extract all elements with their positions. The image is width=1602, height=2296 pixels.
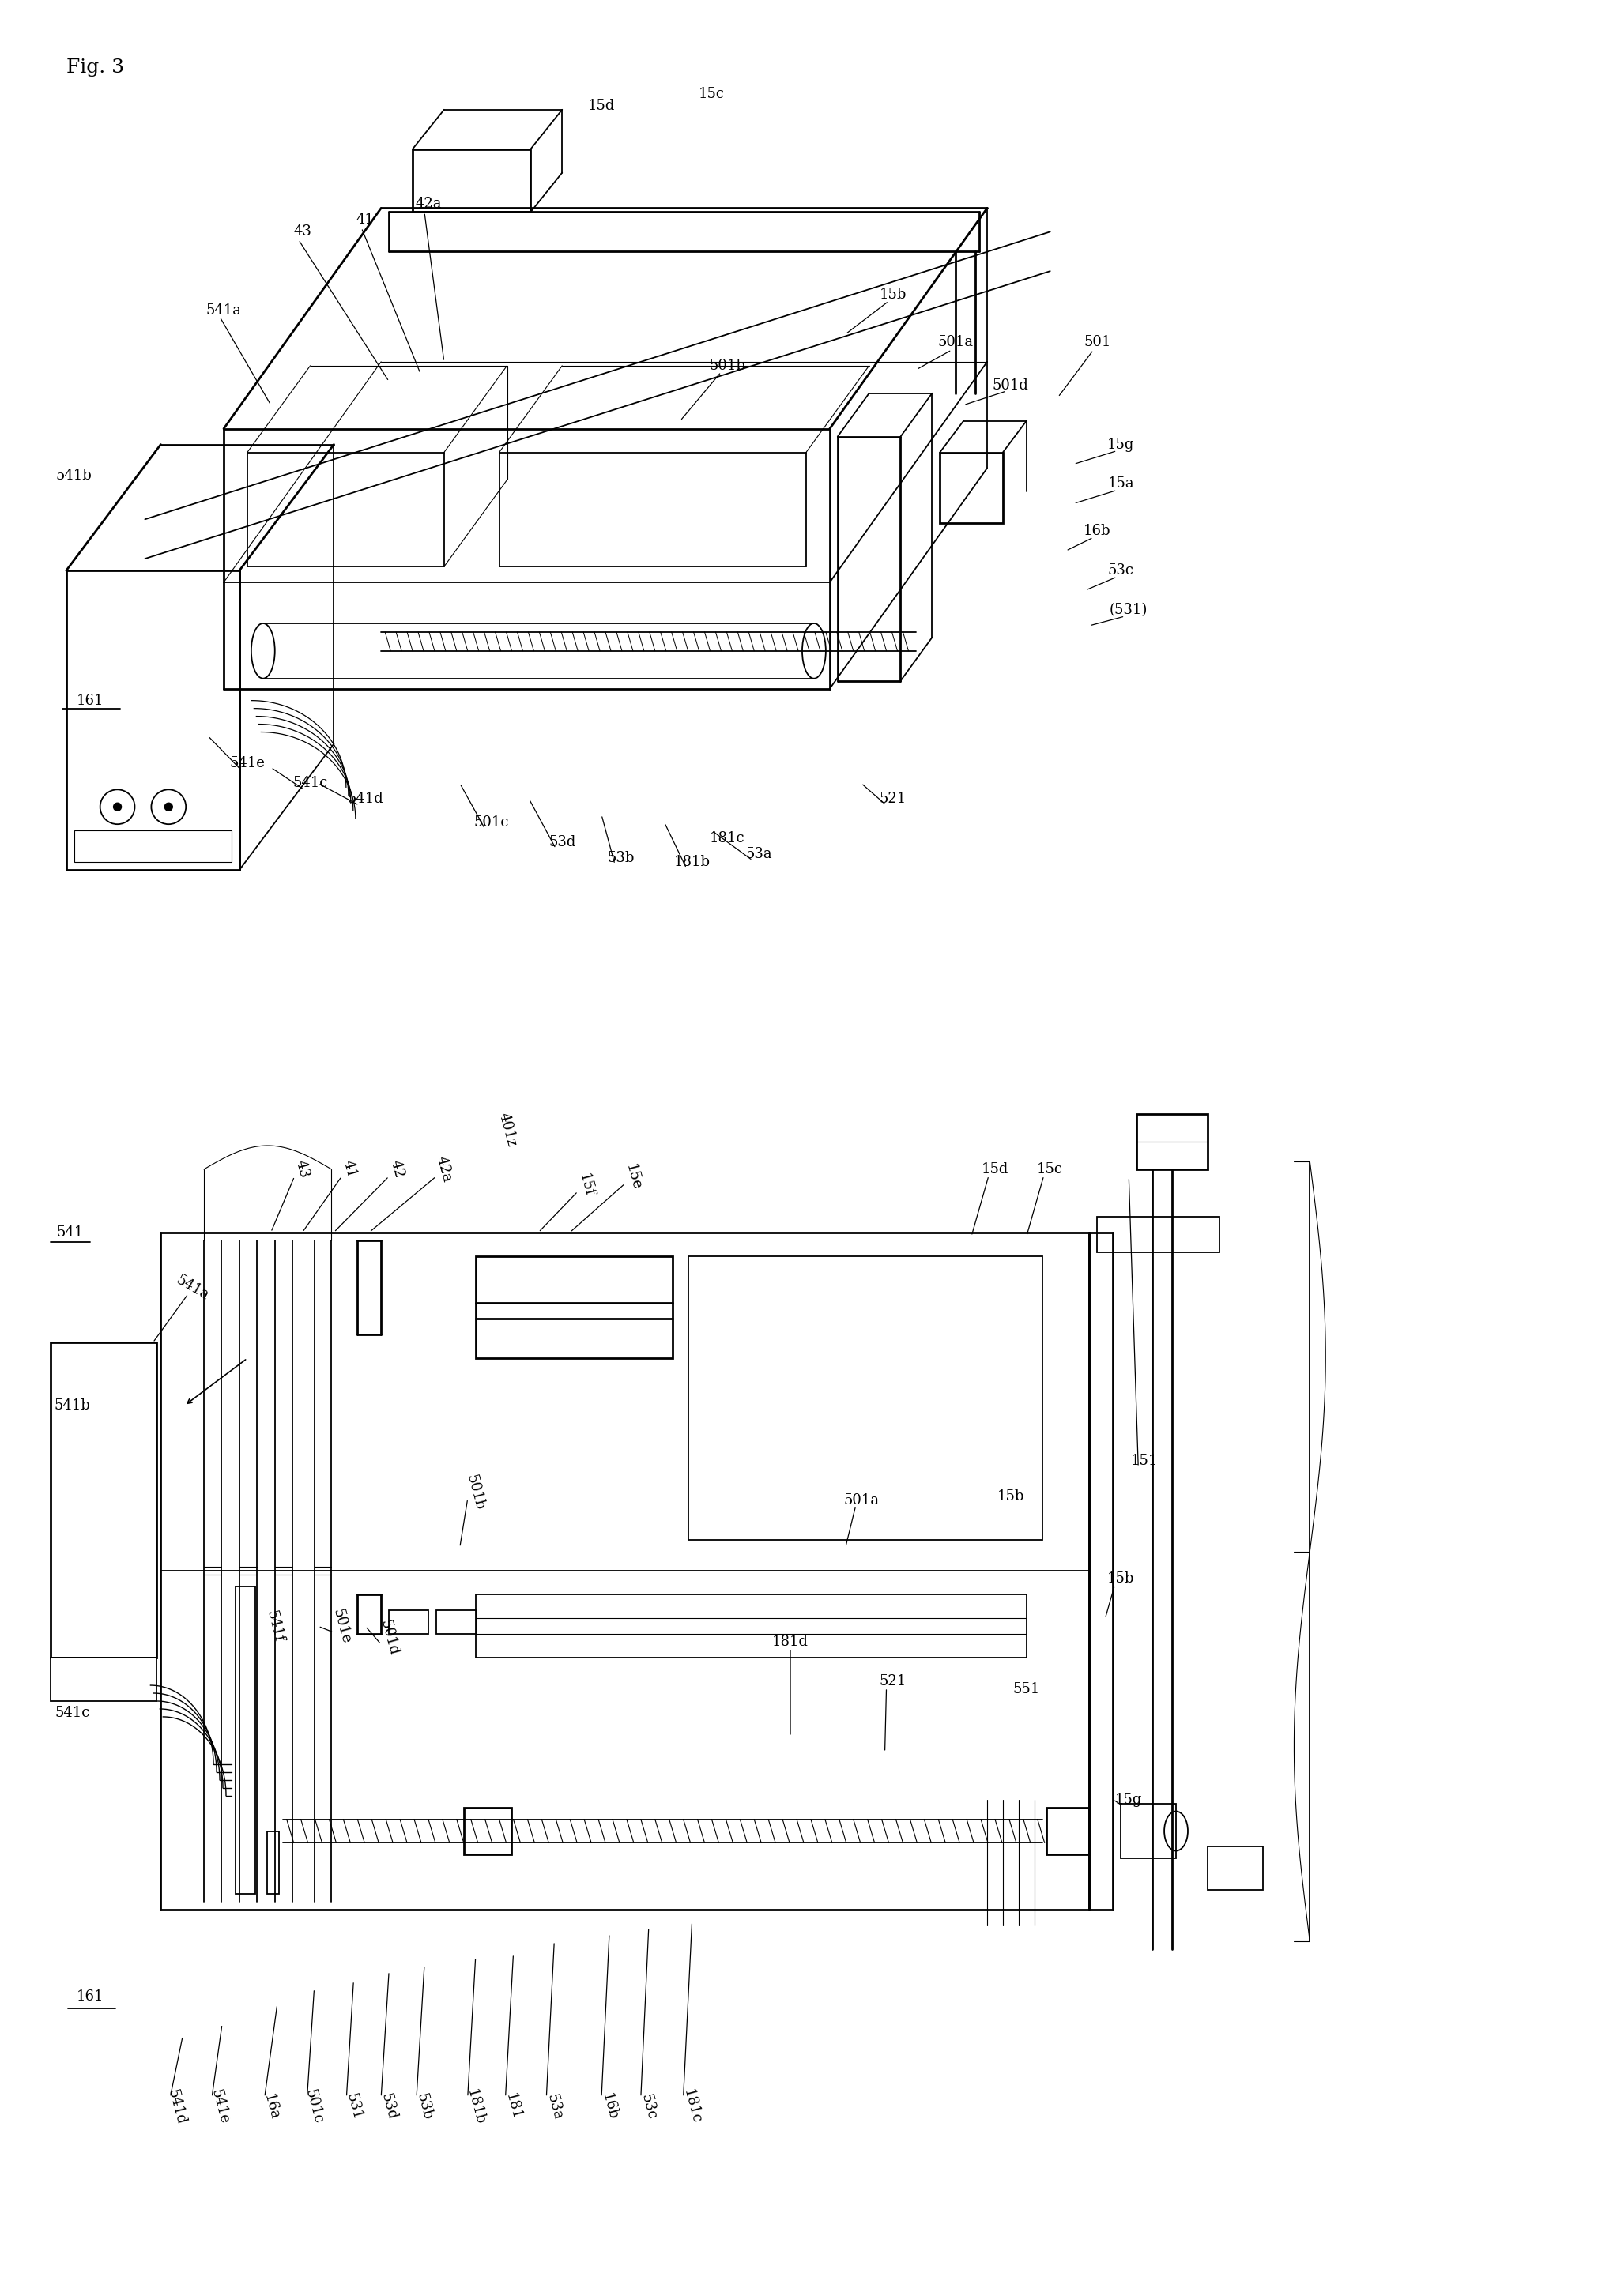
Text: 53a: 53a xyxy=(745,847,772,861)
Text: 161: 161 xyxy=(77,1988,104,2004)
Text: 15b: 15b xyxy=(996,1490,1024,1504)
Text: 181c: 181c xyxy=(681,2087,703,2126)
Bar xyxy=(476,1256,673,1359)
Text: 541d: 541d xyxy=(165,2087,187,2126)
Bar xyxy=(1208,1846,1262,1890)
Text: 501b: 501b xyxy=(465,1474,487,1511)
Bar xyxy=(476,1596,1027,1658)
Text: 551: 551 xyxy=(1012,1683,1040,1697)
Text: 501a: 501a xyxy=(937,335,974,349)
Text: 53c: 53c xyxy=(1109,563,1134,579)
Text: 501c: 501c xyxy=(474,815,509,829)
Text: 53c: 53c xyxy=(639,2092,658,2122)
Text: 53d: 53d xyxy=(548,836,575,850)
Text: 15c: 15c xyxy=(1036,1162,1064,1176)
Text: 181b: 181b xyxy=(465,2087,487,2126)
Text: 53b: 53b xyxy=(413,2092,434,2122)
Text: 41: 41 xyxy=(340,1159,359,1180)
Bar xyxy=(1137,1114,1208,1169)
Circle shape xyxy=(114,804,122,810)
Bar xyxy=(1097,1217,1219,1251)
Text: 15g: 15g xyxy=(1115,1793,1142,1807)
Bar xyxy=(1121,1802,1176,1860)
Bar xyxy=(940,452,1003,523)
Text: 541a: 541a xyxy=(173,1272,211,1302)
Text: 53d: 53d xyxy=(378,2092,399,2122)
Text: 15c: 15c xyxy=(698,87,724,101)
Text: 15g: 15g xyxy=(1107,436,1134,452)
Text: (531): (531) xyxy=(1110,604,1149,618)
Bar xyxy=(463,1807,511,1855)
Text: 181b: 181b xyxy=(674,854,710,870)
Bar xyxy=(436,1609,476,1635)
Text: 181d: 181d xyxy=(772,1635,809,1649)
Text: 181c: 181c xyxy=(710,831,745,845)
Text: 501b: 501b xyxy=(710,358,745,372)
Text: 42a: 42a xyxy=(415,197,442,211)
Text: 15d: 15d xyxy=(982,1162,1009,1176)
Text: 15a: 15a xyxy=(1107,478,1134,491)
Text: 15f: 15f xyxy=(575,1171,596,1199)
Bar xyxy=(74,831,232,861)
Text: 531: 531 xyxy=(343,2092,364,2122)
Text: 501: 501 xyxy=(1083,335,1110,349)
Bar xyxy=(389,1609,428,1635)
Text: 541b: 541b xyxy=(56,468,93,482)
Text: 541f: 541f xyxy=(264,1609,285,1644)
Text: 541c: 541c xyxy=(293,776,328,790)
Text: 541: 541 xyxy=(56,1226,83,1240)
Text: 53b: 53b xyxy=(607,852,634,866)
Bar xyxy=(235,1587,255,1894)
Bar xyxy=(51,1658,157,1701)
Text: 541c: 541c xyxy=(54,1706,90,1720)
Text: 15d: 15d xyxy=(588,99,615,113)
Text: 401z: 401z xyxy=(495,1111,519,1148)
Text: 501d: 501d xyxy=(993,379,1028,393)
Text: 16a: 16a xyxy=(261,2092,282,2122)
Text: 521: 521 xyxy=(879,792,907,806)
Text: 501a: 501a xyxy=(843,1492,879,1506)
Text: 15b: 15b xyxy=(879,287,907,301)
Text: 42: 42 xyxy=(388,1159,405,1180)
Bar xyxy=(268,1830,279,1894)
Circle shape xyxy=(165,804,173,810)
Text: 501c: 501c xyxy=(303,2087,325,2126)
Text: 43: 43 xyxy=(293,225,311,239)
Text: 521: 521 xyxy=(879,1674,907,1688)
Text: 541a: 541a xyxy=(207,303,242,317)
Text: Fig. 3: Fig. 3 xyxy=(66,57,123,76)
Text: 541e: 541e xyxy=(229,755,264,771)
Text: 41: 41 xyxy=(356,214,375,227)
Text: 501d: 501d xyxy=(378,1619,400,1658)
Text: 15b: 15b xyxy=(1107,1573,1134,1587)
Text: 181: 181 xyxy=(503,2092,524,2122)
Bar xyxy=(413,149,530,211)
Text: 53a: 53a xyxy=(545,2092,564,2122)
Text: 42a: 42a xyxy=(434,1155,455,1185)
Text: 541d: 541d xyxy=(348,792,383,806)
Text: 161: 161 xyxy=(77,693,104,707)
Text: 16b: 16b xyxy=(1083,523,1110,537)
Text: 541b: 541b xyxy=(54,1398,91,1412)
Text: 501e: 501e xyxy=(330,1607,352,1646)
Bar xyxy=(51,1343,157,1658)
Bar xyxy=(687,1256,1043,1541)
Text: 151: 151 xyxy=(1131,1453,1158,1467)
Text: 43: 43 xyxy=(293,1159,312,1180)
Text: 16b: 16b xyxy=(599,2092,620,2122)
Bar xyxy=(1046,1807,1089,1855)
Text: 15e: 15e xyxy=(623,1162,644,1192)
Text: 541e: 541e xyxy=(208,2087,231,2126)
